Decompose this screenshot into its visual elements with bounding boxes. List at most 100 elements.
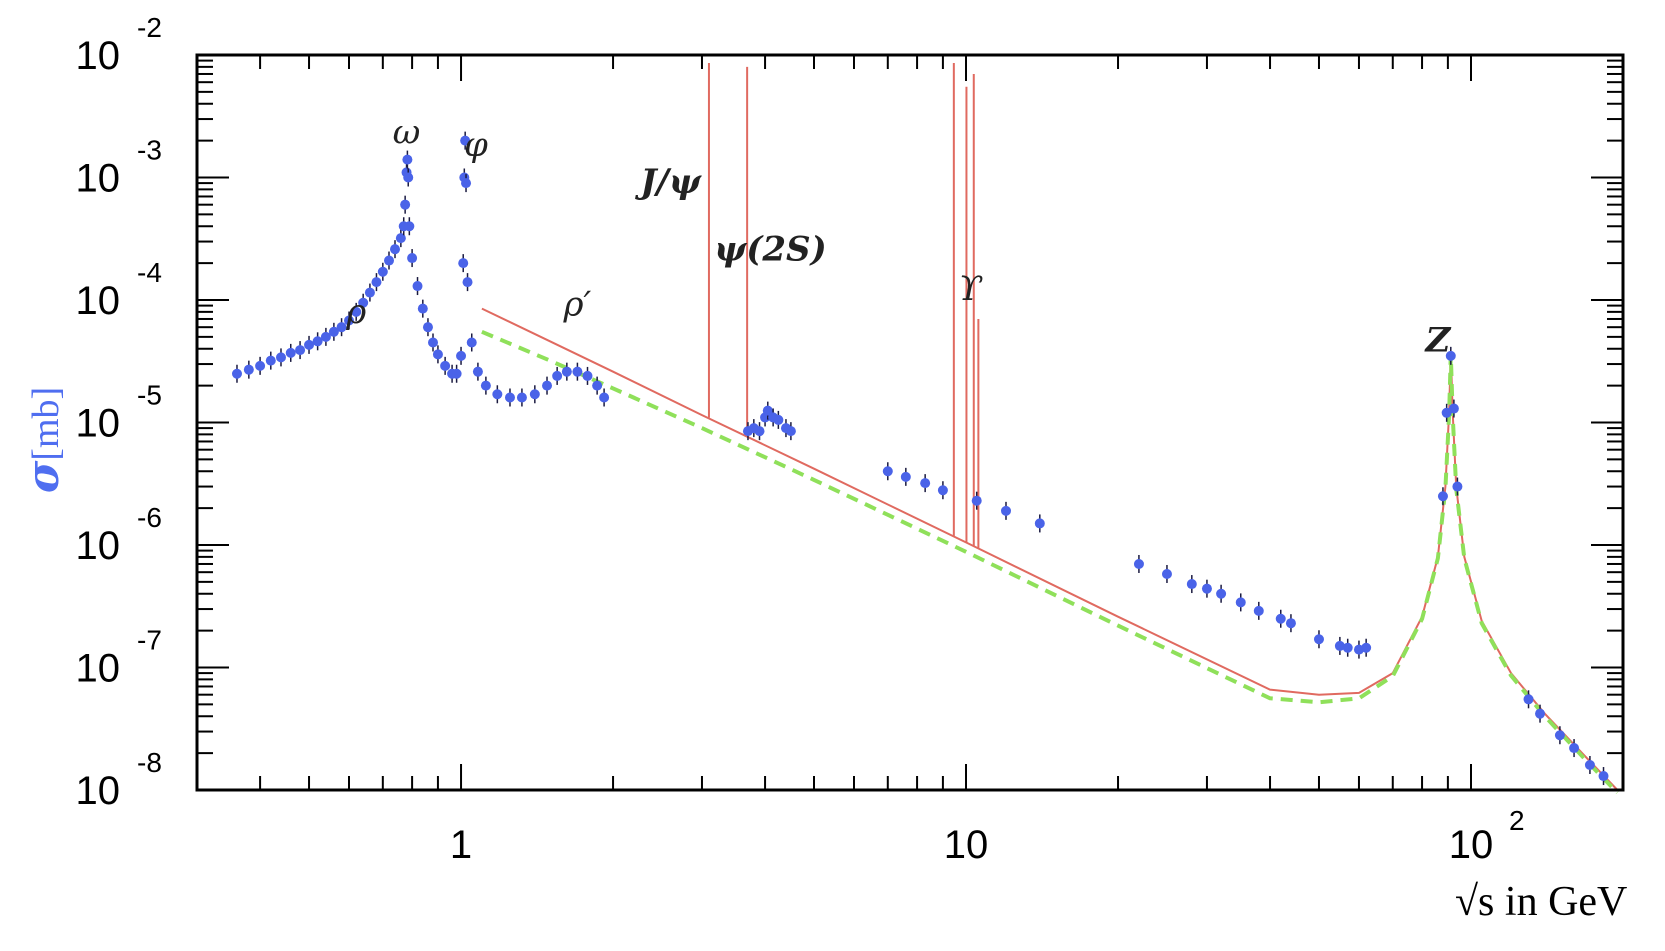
data-point: [400, 199, 411, 210]
data-point: [328, 326, 339, 337]
data-point: [1186, 579, 1197, 590]
data-point: [417, 303, 428, 314]
data-point: [552, 370, 563, 381]
data-point: [344, 315, 355, 326]
x-tick-label: 1: [450, 823, 472, 867]
y-tick-exponent: -7: [137, 625, 162, 656]
peak-annotation: ρ: [345, 292, 366, 332]
data-point: [364, 287, 375, 298]
y-tick-exponent: -6: [137, 502, 162, 533]
data-point: [762, 405, 773, 416]
data-point: [395, 233, 406, 244]
data-point: [440, 360, 451, 371]
data-point: [1584, 759, 1595, 770]
data-point: [592, 380, 603, 391]
data-point: [1000, 505, 1011, 516]
y-tick-exponent: -5: [137, 380, 162, 411]
data-point: [402, 154, 413, 165]
data-point: [1216, 588, 1227, 599]
data-point: [1201, 583, 1212, 594]
data-point: [1133, 558, 1144, 569]
peak-annotation: ρ′: [563, 284, 592, 324]
labels-layer: 10 -2 10 -3 10 -4 10 -5 10 -6 10 -7 10 -8 1 10 10 2 ρ ω φ ρ′ J…: [76, 12, 1525, 867]
data-point: [1569, 743, 1580, 754]
data-point: [422, 322, 433, 333]
y-tick-exponent: -8: [137, 747, 162, 778]
peak-annotation: φ: [464, 125, 488, 165]
theory-curve-solid: [481, 307, 1619, 791]
data-point: [1313, 634, 1324, 645]
data-point: [1554, 730, 1565, 741]
y-tick-exponent: -3: [137, 135, 162, 166]
data-point: [599, 392, 610, 403]
data-point: [1342, 642, 1353, 653]
data-point: [275, 352, 286, 363]
y-tick-label: 10: [76, 279, 121, 323]
data-point: [504, 392, 515, 403]
data-point: [1235, 597, 1246, 608]
data-point: [1275, 613, 1286, 624]
x-axis-label: √s in GeV: [1455, 879, 1627, 925]
data-point: [582, 370, 593, 381]
y-tick-label: 10: [76, 402, 121, 446]
data-point: [1441, 407, 1452, 418]
peak-annotation: ψ(2S): [714, 230, 826, 270]
data-point: [1285, 618, 1296, 629]
data-point: [971, 495, 982, 506]
data-point: [295, 345, 306, 356]
x-axis-label-unit: in GeV: [1494, 879, 1627, 925]
data-point: [754, 426, 765, 437]
y-axis-label-unit: [mb]: [25, 387, 67, 461]
data-points-layer: [231, 131, 1609, 786]
data-point: [900, 471, 911, 482]
y-tick-label: 10: [76, 647, 121, 691]
data-point: [1598, 771, 1609, 782]
data-point: [1535, 708, 1546, 719]
data-point: [1361, 642, 1372, 653]
data-point: [937, 485, 948, 496]
data-point: [1253, 605, 1264, 616]
data-point: [480, 380, 491, 391]
theory-curve-dashed: [481, 329, 1619, 795]
y-tick-label: 10: [76, 34, 121, 78]
data-point: [358, 297, 369, 308]
y-axis-label-sigma: σ: [18, 460, 69, 493]
data-point: [462, 277, 473, 288]
plot-frame: [195, 53, 1625, 792]
data-point: [231, 368, 242, 379]
y-tick-label: 10: [76, 769, 121, 813]
data-point: [407, 253, 418, 264]
x-tick-exponent: 2: [1509, 805, 1525, 836]
data-point: [1523, 694, 1534, 705]
data-point: [320, 331, 331, 342]
data-point: [882, 466, 893, 477]
data-point: [304, 339, 315, 350]
data-point: [529, 389, 540, 400]
data-point: [458, 258, 469, 269]
data-point: [773, 414, 784, 425]
data-point: [461, 178, 472, 189]
data-point: [336, 322, 347, 333]
y-tick-label: 10: [76, 157, 121, 201]
data-point: [542, 380, 553, 391]
data-point: [1161, 568, 1172, 579]
y-tick-exponent: -2: [137, 12, 162, 43]
data-point: [255, 360, 266, 371]
data-point: [460, 135, 471, 146]
curves-layer: [481, 63, 1619, 795]
data-point: [351, 306, 362, 317]
peak-annotation: ϒ: [959, 269, 984, 309]
data-point: [412, 281, 423, 292]
data-point: [243, 364, 254, 375]
data-point: [265, 355, 276, 366]
data-point: [1334, 640, 1345, 651]
data-point: [1445, 350, 1456, 361]
data-point: [1437, 491, 1448, 502]
data-point: [432, 349, 443, 360]
x-axis-label-sqrt-s: √s: [1455, 879, 1494, 925]
data-point: [456, 350, 467, 361]
data-point: [920, 478, 931, 489]
data-point: [428, 337, 439, 348]
data-point: [561, 366, 572, 377]
